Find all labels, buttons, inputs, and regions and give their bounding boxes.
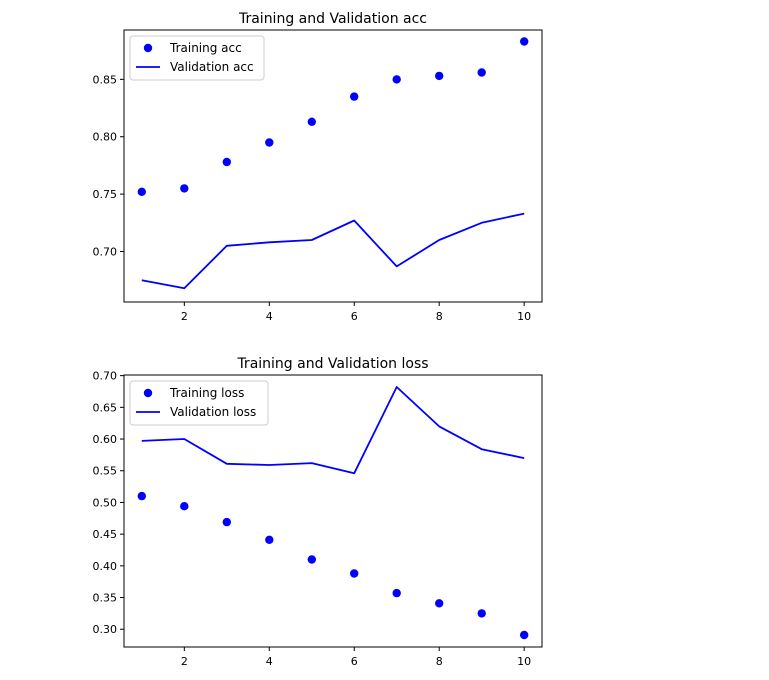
legend-point-swatch — [143, 43, 153, 53]
y-tick-label: 0.70 — [93, 370, 118, 383]
x-tick-label: 2 — [181, 310, 188, 323]
y-tick-label: 0.70 — [93, 246, 118, 259]
data-point — [435, 599, 444, 608]
y-tick-label: 0.45 — [93, 528, 118, 541]
data-point — [307, 117, 316, 127]
x-tick-label: 10 — [517, 655, 531, 668]
data-point — [180, 502, 189, 511]
data-point — [222, 157, 231, 167]
series-line-2 — [141, 386, 525, 475]
data-point — [307, 555, 316, 564]
data-point — [477, 609, 486, 618]
x-tick-label: 2 — [181, 655, 188, 668]
data-point — [137, 187, 146, 196]
legend-box — [129, 35, 265, 81]
x-tick-label: 4 — [266, 310, 273, 323]
legend-label: Training acc — [169, 41, 242, 55]
plot-frame — [123, 29, 543, 303]
chart-panel-2: Training and Validation loss 2 4 6 8 10 0.30 0.… — [93, 356, 543, 668]
y-tick-label: 0.65 — [93, 401, 118, 414]
data-point — [520, 37, 529, 46]
x-tick-label: 8 — [436, 310, 443, 323]
y-tick-label: 0.75 — [93, 188, 118, 201]
legend-label: Validation loss — [170, 405, 256, 419]
data-point — [350, 92, 359, 101]
data-point — [222, 517, 231, 527]
y-tick-label: 0.80 — [93, 131, 118, 144]
legend-label: Validation acc — [170, 60, 254, 74]
x-tick-label: 8 — [436, 655, 443, 668]
data-point — [435, 71, 444, 81]
chart-title: Training and Validation acc — [238, 11, 427, 27]
data-point — [180, 184, 189, 193]
y-tick-label: 0.50 — [93, 496, 118, 509]
data-point — [520, 630, 529, 640]
data-point — [392, 588, 401, 598]
legend: Training loss Validation loss — [129, 380, 269, 426]
legend-point-swatch — [143, 388, 153, 398]
y-tick-label: 0.35 — [93, 592, 118, 605]
chart-panel-1: Training and Validation acc 2 4 6 8 10 0.70 0.7… — [93, 11, 543, 323]
legend-label: Training loss — [169, 386, 244, 400]
y-tick-label: 0.60 — [93, 433, 118, 446]
y-tick-label: 0.30 — [93, 623, 118, 636]
data-point — [265, 138, 274, 147]
y-tick-label: 0.55 — [93, 465, 118, 478]
x-tick-label: 10 — [517, 310, 531, 323]
plot-frame — [123, 374, 543, 648]
data-point — [137, 491, 146, 501]
data-point — [350, 569, 359, 578]
data-point — [392, 75, 401, 84]
y-tick-label: 0.40 — [93, 560, 118, 573]
y-tick-label: 0.85 — [93, 73, 118, 86]
x-tick-label: 6 — [351, 655, 358, 668]
legend: Training acc Validation acc — [129, 35, 265, 81]
data-point — [265, 535, 274, 544]
x-tick-label: 6 — [351, 310, 358, 323]
series-line-2 — [141, 212, 525, 290]
data-point — [477, 68, 486, 77]
legend-box — [129, 380, 269, 426]
chart-title: Training and Validation loss — [236, 356, 428, 372]
x-tick-label: 4 — [266, 655, 273, 668]
